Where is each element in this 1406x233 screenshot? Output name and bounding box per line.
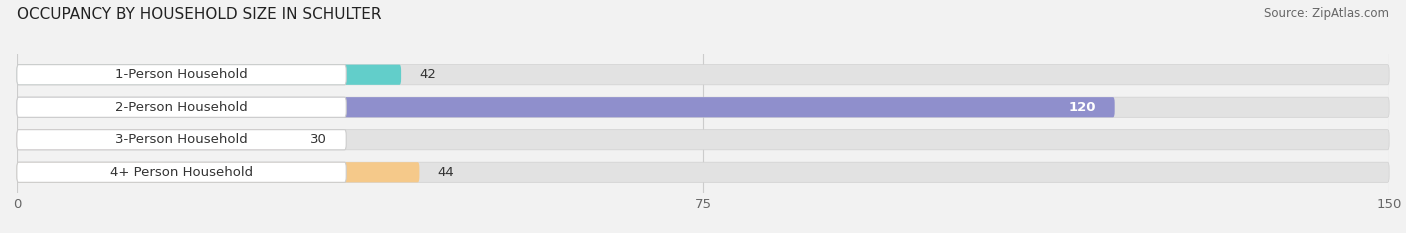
FancyBboxPatch shape <box>17 97 1115 117</box>
FancyBboxPatch shape <box>17 162 419 182</box>
Text: Source: ZipAtlas.com: Source: ZipAtlas.com <box>1264 7 1389 20</box>
Text: 3-Person Household: 3-Person Household <box>115 133 247 146</box>
FancyBboxPatch shape <box>17 65 1389 85</box>
FancyBboxPatch shape <box>17 130 291 150</box>
FancyBboxPatch shape <box>17 97 346 117</box>
Text: 42: 42 <box>419 68 436 81</box>
Text: 30: 30 <box>309 133 326 146</box>
Text: 2-Person Household: 2-Person Household <box>115 101 247 114</box>
FancyBboxPatch shape <box>17 97 1389 117</box>
Text: 120: 120 <box>1069 101 1097 114</box>
FancyBboxPatch shape <box>17 65 401 85</box>
Text: 44: 44 <box>437 166 454 179</box>
FancyBboxPatch shape <box>17 65 346 85</box>
FancyBboxPatch shape <box>17 130 346 150</box>
FancyBboxPatch shape <box>17 162 346 182</box>
Text: OCCUPANCY BY HOUSEHOLD SIZE IN SCHULTER: OCCUPANCY BY HOUSEHOLD SIZE IN SCHULTER <box>17 7 381 22</box>
Text: 4+ Person Household: 4+ Person Household <box>110 166 253 179</box>
FancyBboxPatch shape <box>17 162 1389 182</box>
FancyBboxPatch shape <box>17 130 1389 150</box>
Text: 1-Person Household: 1-Person Household <box>115 68 247 81</box>
